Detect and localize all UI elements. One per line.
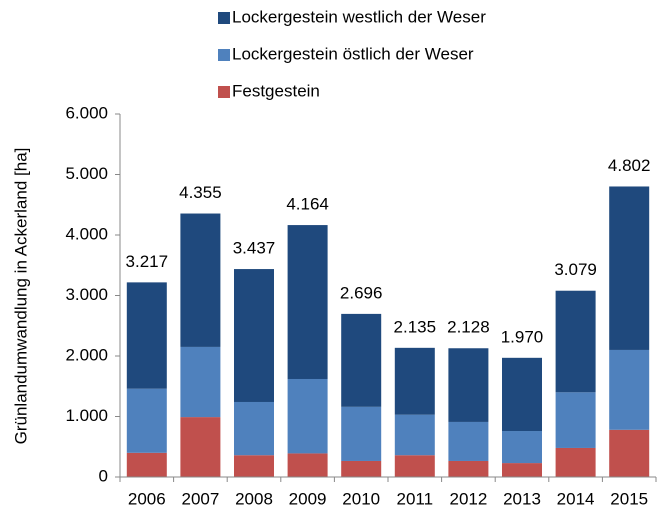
bar-segment bbox=[555, 290, 596, 393]
bar-segment bbox=[555, 447, 596, 477]
x-tick-label: 2015 bbox=[610, 489, 648, 508]
bar-segment bbox=[287, 378, 328, 454]
x-tick-label: 2010 bbox=[342, 489, 380, 508]
y-axis-label: Grünlandumwandlung in Ackerland [ha] bbox=[11, 148, 30, 445]
total-label: 1.970 bbox=[501, 327, 544, 346]
y-tick-label: 0 bbox=[99, 466, 108, 485]
bar-segment bbox=[394, 414, 435, 456]
y-tick-label: 2.000 bbox=[65, 345, 108, 364]
bar-segment bbox=[341, 406, 382, 461]
x-tick-label: 2006 bbox=[128, 489, 166, 508]
bar-segment bbox=[180, 346, 221, 418]
total-label: 4.355 bbox=[179, 183, 222, 202]
total-label: 3.079 bbox=[554, 260, 597, 279]
x-tick-label: 2011 bbox=[397, 489, 434, 508]
bar-segment bbox=[126, 282, 167, 389]
bar-segment bbox=[180, 417, 221, 477]
bar-segment bbox=[234, 401, 274, 456]
bar-segment bbox=[609, 186, 650, 350]
legend-swatch bbox=[218, 49, 230, 61]
bar-segment bbox=[394, 347, 435, 415]
bar-segment bbox=[609, 349, 650, 430]
total-label: 3.437 bbox=[233, 239, 276, 258]
bar-segment bbox=[394, 455, 435, 477]
y-tick-label: 6.000 bbox=[65, 103, 108, 122]
total-label: 2.135 bbox=[394, 317, 437, 336]
x-tick-label: 2012 bbox=[449, 489, 487, 508]
bar-segment bbox=[609, 429, 650, 477]
bar-segment bbox=[555, 392, 596, 448]
bar-segment bbox=[180, 213, 221, 347]
bar-segment bbox=[341, 313, 382, 407]
legend-swatch bbox=[218, 12, 230, 24]
total-label: 4.164 bbox=[286, 195, 329, 214]
x-tick-label: 2013 bbox=[503, 489, 541, 508]
bar-segment bbox=[502, 357, 542, 432]
bar-segment bbox=[126, 452, 167, 477]
y-tick-label: 1.000 bbox=[65, 406, 108, 425]
legend-label: Lockergestein westlich der Weser bbox=[232, 7, 486, 26]
total-label: 3.217 bbox=[126, 252, 169, 271]
legend-label: Festgestein bbox=[232, 81, 320, 100]
bar-segment bbox=[234, 269, 274, 402]
legend-swatch bbox=[218, 86, 230, 98]
x-tick-label: 2007 bbox=[181, 489, 219, 508]
bar-segment bbox=[448, 348, 489, 422]
bar-segment bbox=[287, 225, 328, 379]
y-tick-label: 4.000 bbox=[65, 224, 108, 243]
bar-segment bbox=[126, 388, 167, 453]
legend-label: Lockergestein östlich der Weser bbox=[232, 44, 474, 63]
bar-segment bbox=[287, 453, 328, 477]
x-tick-label: 2014 bbox=[557, 489, 595, 508]
bar-segment bbox=[502, 463, 542, 477]
x-tick-label: 2008 bbox=[235, 489, 273, 508]
bar-segment bbox=[448, 460, 489, 477]
bar-segment bbox=[502, 431, 542, 464]
y-tick-label: 5.000 bbox=[65, 164, 108, 183]
x-tick-label: 2009 bbox=[289, 489, 327, 508]
total-label: 2.696 bbox=[340, 283, 383, 302]
total-label: 4.802 bbox=[608, 156, 651, 175]
y-tick-label: 3.000 bbox=[65, 285, 108, 304]
bar-segment bbox=[234, 455, 274, 477]
total-label: 2.128 bbox=[447, 318, 490, 337]
bar-segment bbox=[448, 421, 489, 461]
bar-segment bbox=[341, 460, 382, 477]
